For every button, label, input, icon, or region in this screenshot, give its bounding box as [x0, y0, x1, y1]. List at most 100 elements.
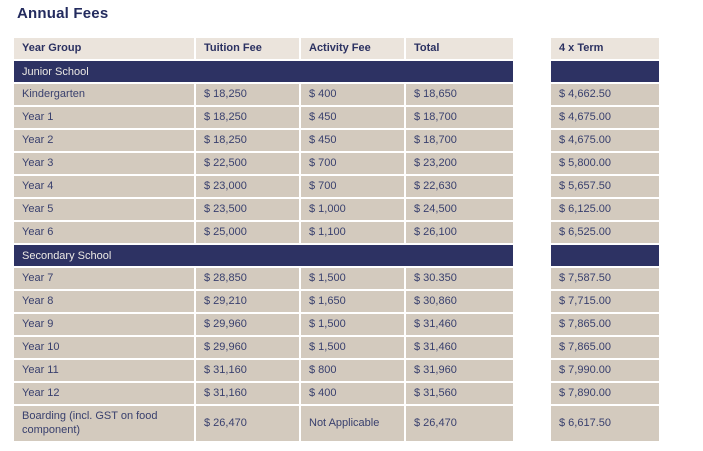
term-header: 4 x Term: [551, 38, 659, 59]
year-group-cell: Year 4: [14, 176, 194, 197]
fee-row: Year 10 $ 29,960 $ 1,500 $ 31,460 $ 7,865.00: [14, 337, 659, 358]
term-fee-cell: $ 7,865.00: [551, 314, 659, 335]
term-fee-cell: $ 6,125.00: [551, 199, 659, 220]
column-gap: [513, 199, 551, 220]
table-header-row: Year Group Tuition Fee Activity Fee Total 4 …: [14, 38, 659, 59]
fee-row: Year 9 $ 29,960 $ 1,500 $ 31,460 $ 7,865.00: [14, 314, 659, 335]
activity-fee-cell: $ 700: [301, 153, 404, 174]
column-gap: [513, 337, 551, 358]
column-gap: [513, 38, 551, 59]
total-cell: $ 26,470: [406, 406, 513, 441]
year-group-cell: Year 8: [14, 291, 194, 312]
fee-row: Year 6 $ 25,000 $ 1,100 $ 26,100 $ 6,525.00: [14, 222, 659, 243]
total-cell: $ 18,700: [406, 107, 513, 128]
activity-fee-cell: $ 1,500: [301, 314, 404, 335]
activity-fee-cell: $ 400: [301, 383, 404, 404]
total-header: Total: [406, 38, 513, 59]
tuition-fee-cell: $ 18,250: [196, 84, 299, 105]
tuition-fee-cell: $ 18,250: [196, 107, 299, 128]
fee-row: Year 12 $ 31,160 $ 400 $ 31,560 $ 7,890.00: [14, 383, 659, 404]
page-title: Annual Fees: [17, 5, 109, 22]
fee-row: Year 7 $ 28,850 $ 1,500 $ 30.350 $ 7,587.50: [14, 268, 659, 289]
year-group-cell: Year 7: [14, 268, 194, 289]
tuition-fee-cell: $ 23,500: [196, 199, 299, 220]
total-cell: $ 31,460: [406, 337, 513, 358]
activity-fee-header: Activity Fee: [301, 38, 404, 59]
activity-fee-cell: $ 450: [301, 107, 404, 128]
activity-fee-cell: Not Applicable: [301, 406, 404, 441]
tuition-fee-cell: $ 26,470: [196, 406, 299, 441]
year-group-cell: Year 5: [14, 199, 194, 220]
section-band-row: Secondary School: [14, 245, 659, 266]
tuition-fee-cell: $ 31,160: [196, 360, 299, 381]
total-cell: $ 26,100: [406, 222, 513, 243]
column-gap: [513, 245, 551, 266]
term-fee-cell: $ 6,617.50: [551, 406, 659, 441]
term-fee-cell: $ 7,587.50: [551, 268, 659, 289]
section-band-row: Junior School: [14, 61, 659, 82]
tuition-fee-cell: $ 18,250: [196, 130, 299, 151]
column-gap: [513, 406, 551, 441]
activity-fee-cell: $ 1,500: [301, 337, 404, 358]
fee-row: Year 2 $ 18,250 $ 450 $ 18,700 $ 4,675.00: [14, 130, 659, 151]
column-gap: [513, 176, 551, 197]
year-group-header: Year Group: [14, 38, 194, 59]
column-gap: [513, 314, 551, 335]
total-cell: $ 18,700: [406, 130, 513, 151]
activity-fee-cell: $ 1,500: [301, 268, 404, 289]
total-cell: $ 30.350: [406, 268, 513, 289]
column-gap: [513, 107, 551, 128]
term-fee-cell: $ 4,662.50: [551, 84, 659, 105]
section-band-term: [551, 61, 659, 82]
column-gap: [513, 222, 551, 243]
year-group-cell: Year 10: [14, 337, 194, 358]
year-group-cell: Year 11: [14, 360, 194, 381]
tuition-fee-cell: $ 29,960: [196, 337, 299, 358]
term-fee-cell: $ 6,525.00: [551, 222, 659, 243]
tuition-fee-header: Tuition Fee: [196, 38, 299, 59]
term-fee-cell: $ 7,990.00: [551, 360, 659, 381]
term-fee-cell: $ 5,657.50: [551, 176, 659, 197]
activity-fee-cell: $ 1,100: [301, 222, 404, 243]
fees-table: Year Group Tuition Fee Activity Fee Total 4 …: [14, 38, 659, 443]
fee-row: Year 4 $ 23,000 $ 700 $ 22,630 $ 5,657.50: [14, 176, 659, 197]
tuition-fee-cell: $ 22,500: [196, 153, 299, 174]
fee-row: Year 8 $ 29,210 $ 1,650 $ 30,860 $ 7,715.00: [14, 291, 659, 312]
total-cell: $ 23,200: [406, 153, 513, 174]
tuition-fee-cell: $ 25,000: [196, 222, 299, 243]
total-cell: $ 24,500: [406, 199, 513, 220]
term-fee-cell: $ 7,865.00: [551, 337, 659, 358]
fee-row: Kindergarten $ 18,250 $ 400 $ 18,650 $ 4,662…: [14, 84, 659, 105]
section-label: Junior School: [14, 61, 513, 82]
column-gap: [513, 360, 551, 381]
activity-fee-cell: $ 700: [301, 176, 404, 197]
tuition-fee-cell: $ 29,960: [196, 314, 299, 335]
year-group-cell: Year 9: [14, 314, 194, 335]
term-fee-cell: $ 4,675.00: [551, 130, 659, 151]
year-group-cell: Year 12: [14, 383, 194, 404]
section-band-term: [551, 245, 659, 266]
year-group-cell: Year 1: [14, 107, 194, 128]
fee-row: Year 11 $ 31,160 $ 800 $ 31,960 $ 7,990.00: [14, 360, 659, 381]
column-gap: [513, 291, 551, 312]
activity-fee-cell: $ 1,650: [301, 291, 404, 312]
tuition-fee-cell: $ 23,000: [196, 176, 299, 197]
activity-fee-cell: $ 450: [301, 130, 404, 151]
total-cell: $ 31,560: [406, 383, 513, 404]
year-group-cell: Year 6: [14, 222, 194, 243]
activity-fee-cell: $ 800: [301, 360, 404, 381]
column-gap: [513, 153, 551, 174]
activity-fee-cell: $ 400: [301, 84, 404, 105]
total-cell: $ 22,630: [406, 176, 513, 197]
tuition-fee-cell: $ 29,210: [196, 291, 299, 312]
column-gap: [513, 268, 551, 289]
activity-fee-cell: $ 1,000: [301, 199, 404, 220]
year-group-cell: Year 2: [14, 130, 194, 151]
year-group-cell: Year 3: [14, 153, 194, 174]
tuition-fee-cell: $ 28,850: [196, 268, 299, 289]
fee-row: Boarding (incl. GST on food component) $ …: [14, 406, 659, 441]
tuition-fee-cell: $ 31,160: [196, 383, 299, 404]
total-cell: $ 30,860: [406, 291, 513, 312]
year-group-cell: Kindergarten: [14, 84, 194, 105]
